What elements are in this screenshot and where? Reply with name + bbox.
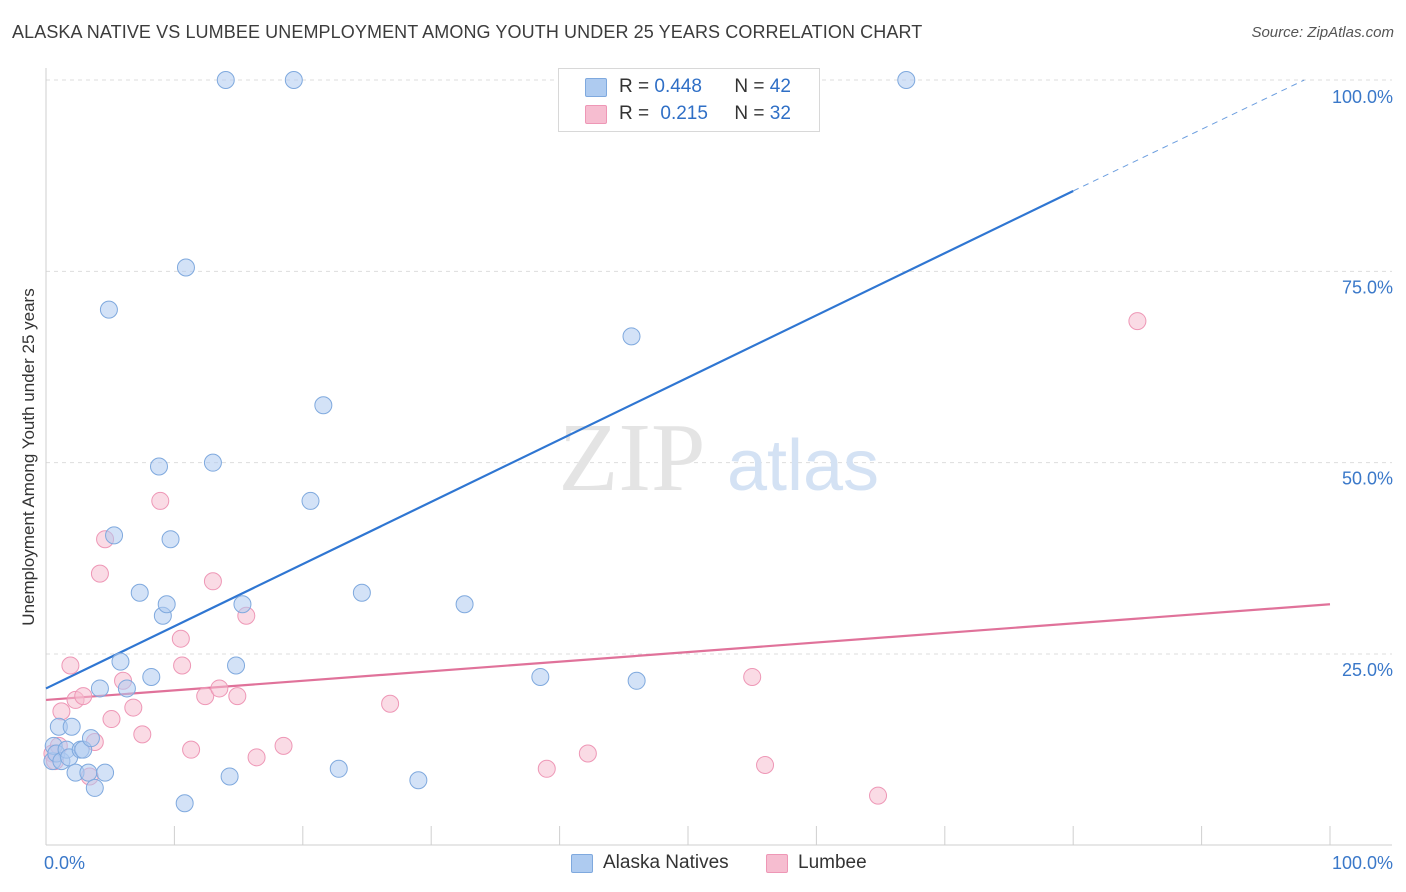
point-alaska-natives [455,595,474,614]
point-alaska-natives [220,767,239,786]
legend-r-label: R = [619,103,650,124]
point-alaska-natives [96,763,115,782]
point-lumbee [151,491,170,510]
point-alaska-natives [233,595,252,614]
point-alaska-natives [81,729,100,748]
point-lumbee [537,759,556,778]
point-lumbee [182,740,201,759]
source-label: Source: ZipAtlas.com [1251,24,1394,41]
legend-n-label: N = [734,103,765,124]
legend-r-label: R = [619,76,650,97]
point-lumbee [74,687,93,706]
point-lumbee [171,629,190,648]
point-alaska-natives [314,396,333,415]
axis-layer [45,68,1392,846]
bottom-legend-label: Lumbee [798,852,867,873]
point-alaska-natives [329,759,348,778]
point-layer [43,71,1147,813]
point-alaska-natives [622,327,641,346]
bottom-legend-swatch-blue [571,853,593,873]
bottom-legend-alaska-natives: Alaska Natives [571,852,729,874]
point-alaska-natives [149,457,168,476]
point-lumbee [756,755,775,774]
point-alaska-natives [627,671,646,690]
trend-layer [45,79,1331,702]
point-lumbee [210,679,229,698]
point-alaska-natives [409,771,428,790]
point-lumbee [869,786,888,805]
point-lumbee [133,725,152,744]
point-lumbee [102,710,121,729]
legend-r-value: 0.448 [654,76,702,97]
point-lumbee [274,736,293,755]
y-tick-label: 50.0% [1342,469,1393,489]
legend-r-value: 0.215 [660,103,708,124]
label-layer: 25.0% 50.0% 75.0% 100.0% 0.0% 100.0% Unemploym… [19,87,1393,873]
legend-swatch-blue [585,77,607,97]
bottom-legend-lumbee: Lumbee [766,852,867,874]
point-alaska-natives [90,679,109,698]
grid-layer [46,79,1392,655]
trend-line-alaska-natives [45,189,1074,690]
trend-line-lumbee [45,603,1331,702]
point-lumbee [578,744,597,763]
point-lumbee [1128,312,1147,331]
point-alaska-natives [531,667,550,686]
point-alaska-natives [62,717,81,736]
point-alaska-natives [111,652,130,671]
bottom-legend-swatch-pink [766,853,788,873]
point-alaska-natives [897,71,916,89]
point-alaska-natives [99,300,118,319]
point-lumbee [90,564,109,583]
point-lumbee [173,656,192,675]
trend-line-alaska-natives-extension [1072,79,1305,192]
x-tick-label-min: 0.0% [44,853,85,873]
legend-n-value: 32 [769,103,791,124]
y-tick-label: 25.0% [1342,660,1393,680]
point-lumbee [52,702,71,721]
point-lumbee [203,572,222,591]
point-alaska-natives [203,453,222,472]
point-alaska-natives [176,258,195,277]
point-alaska-natives [352,583,371,602]
point-alaska-natives [117,679,136,698]
point-lumbee [61,656,80,675]
point-alaska-natives [130,583,149,602]
point-alaska-natives [301,491,320,510]
point-alaska-natives [142,667,161,686]
point-alaska-natives [284,71,303,89]
legend-n-value: 42 [769,76,791,97]
chart-title: ALASKA NATIVE VS LUMBEE UNEMPLOYMENT AMO… [12,22,923,42]
point-lumbee [247,748,266,767]
point-alaska-natives [175,794,194,813]
y-tick-label: 100.0% [1332,87,1393,107]
watermark-atlas: atlas [727,426,879,506]
legend-row-alaska-natives: R = 0.448 N = 42 [585,75,791,99]
point-lumbee [381,694,400,713]
x-tick-label-max: 100.0% [1332,853,1393,873]
y-axis-title: Unemployment Among Youth under 25 years [19,288,38,625]
point-alaska-natives [105,526,124,545]
legend-n-label: N = [734,76,765,97]
legend-swatch-pink [585,104,607,124]
legend-row-lumbee: R = 0.215 N = 32 [585,102,791,126]
bottom-legend-label: Alaska Natives [603,852,729,873]
point-lumbee [196,687,215,706]
point-lumbee [743,667,762,686]
point-lumbee [228,687,247,706]
point-alaska-natives [161,530,180,549]
point-alaska-natives [216,71,235,89]
stats-legend: R = 0.448 N = 42 R = 0.215 N = 32 [558,68,820,132]
y-tick-label: 75.0% [1342,277,1393,297]
watermark-zip: ZIP [559,404,706,512]
point-alaska-natives [79,763,98,782]
point-alaska-natives [227,656,246,675]
point-lumbee [124,698,143,717]
point-alaska-natives [157,595,176,614]
point-alaska-natives [85,778,104,797]
